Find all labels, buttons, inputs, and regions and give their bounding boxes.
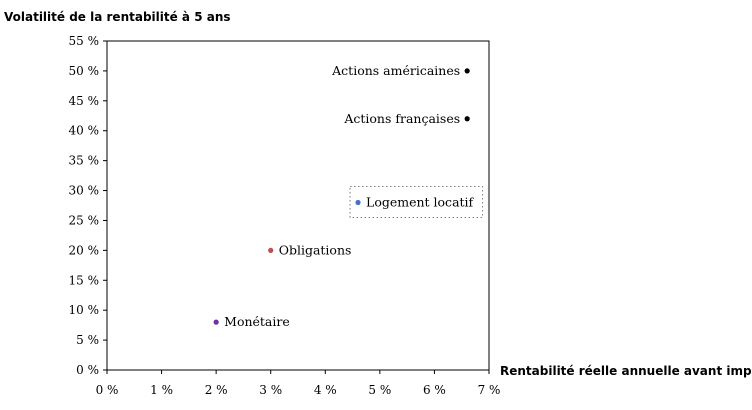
x-tick-label: 4 % xyxy=(314,383,337,397)
y-axis-title: Volatilité de la rentabilité à 5 ans xyxy=(4,10,231,24)
data-points: Actions américaines Actions françaises Log… xyxy=(213,63,484,329)
x-tick-label: 5 % xyxy=(368,383,391,397)
data-point-group: Actions françaises xyxy=(343,111,470,126)
x-axis: 0 % 1 % 2 % 3 % 4 % 5 % 6 % 7 % xyxy=(96,370,501,397)
x-tick-label: 1 % xyxy=(150,383,173,397)
plot-frame xyxy=(106,40,490,371)
y-tick-label: 50 % xyxy=(69,64,100,78)
data-point xyxy=(213,319,219,325)
y-tick-label: 30 % xyxy=(69,184,100,198)
data-point-group: Monétaire xyxy=(213,314,290,329)
y-tick-label: 20 % xyxy=(69,243,100,257)
data-label: Actions françaises xyxy=(343,111,460,126)
y-tick-label: 45 % xyxy=(69,94,100,108)
data-point xyxy=(268,247,274,253)
y-tick-label: 40 % xyxy=(69,124,100,138)
y-tick-label: 25 % xyxy=(69,213,100,227)
data-label: Logement locatif xyxy=(366,195,475,210)
data-label: Obligations xyxy=(279,242,352,257)
x-tick-label: 7 % xyxy=(478,383,501,397)
data-point xyxy=(355,199,361,206)
y-tick-label: 5 % xyxy=(76,333,99,347)
y-tick-label: 55 % xyxy=(69,34,100,48)
label-box xyxy=(349,186,484,219)
y-tick-label: 35 % xyxy=(69,154,100,168)
y-axis: 0 % 5 % 10 % 15 % 20 % 25 % 30 % 35 % 40 % 45 % 50… xyxy=(69,34,107,377)
data-point xyxy=(464,116,470,122)
y-tick-label: 10 % xyxy=(69,303,100,317)
data-label: Actions américaines xyxy=(331,63,460,78)
data-label: Monétaire xyxy=(224,314,290,329)
y-tick-label: 0 % xyxy=(76,363,99,377)
data-point xyxy=(464,68,470,74)
x-tick-label: 0 % xyxy=(96,383,119,397)
x-tick-label: 3 % xyxy=(259,383,282,397)
data-point-group: Obligations xyxy=(268,242,351,257)
x-tick-label: 2 % xyxy=(205,383,228,397)
y-tick-label: 15 % xyxy=(69,273,100,287)
x-axis-title: Rentabilité réelle annuelle avant impôts xyxy=(500,364,752,378)
x-tick-label: 6 % xyxy=(423,383,446,397)
data-point-group: Logement locatif xyxy=(349,186,484,219)
data-point-group: Actions américaines xyxy=(331,63,470,78)
